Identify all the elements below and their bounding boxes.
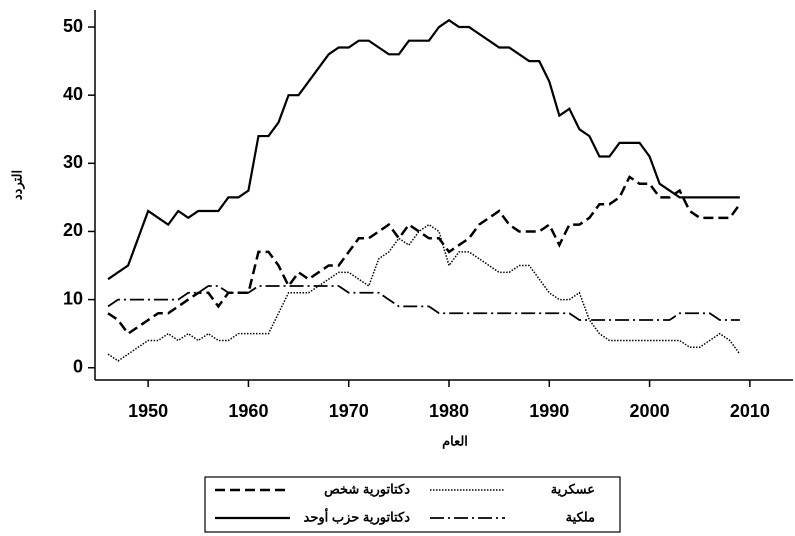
x-tick-label: 2000 [630,401,670,421]
legend-label: دكتاتورية حزب أوحد [304,508,411,525]
x-tick-label: 1980 [429,401,469,421]
y-tick-label: 20 [63,220,83,240]
series-line [107,285,740,321]
x-tick-label: 1960 [228,401,268,421]
legend-label: عسكرية [551,481,595,497]
y-tick-label: 30 [63,152,83,172]
legend-box [204,476,621,533]
y-tick-label: 50 [63,16,83,36]
x-tick-label: 1970 [329,401,369,421]
series-line [107,175,741,336]
series-line [107,223,741,362]
legend-label: دكتاتورية شخص [324,481,410,497]
y-tick-label: 0 [73,356,83,376]
x-tick-label: 1950 [128,401,168,421]
y-axis-label: التردد [9,170,25,200]
series-line [107,18,740,281]
x-tick-label: 2010 [730,401,770,421]
legend-label: ملكية [566,509,595,524]
y-tick-label: 10 [63,288,83,308]
y-tick-label: 40 [63,84,83,104]
x-axis-label: العام [442,433,468,449]
x-tick-label: 1990 [529,401,569,421]
